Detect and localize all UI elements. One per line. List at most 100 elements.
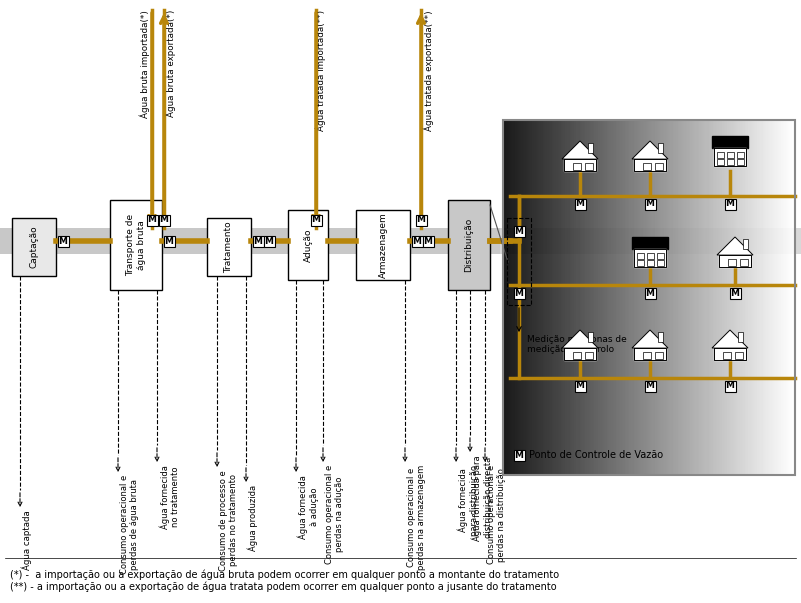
Bar xyxy=(740,259,748,266)
Text: M: M xyxy=(58,236,67,245)
Text: Ponto de Controle de Vazão: Ponto de Controle de Vazão xyxy=(529,450,663,460)
Text: M: M xyxy=(646,288,654,297)
Text: Consumo operacional e
perdas de água bruta: Consumo operacional e perdas de água bru… xyxy=(120,475,139,574)
Bar xyxy=(500,228,801,254)
Text: Tratamento: Tratamento xyxy=(224,221,234,273)
Bar xyxy=(503,120,795,475)
Polygon shape xyxy=(564,348,596,360)
Polygon shape xyxy=(632,330,668,348)
Text: M: M xyxy=(514,227,524,236)
Text: M: M xyxy=(726,200,735,209)
Bar xyxy=(264,236,275,247)
Polygon shape xyxy=(719,255,751,267)
Polygon shape xyxy=(712,330,748,348)
Polygon shape xyxy=(564,159,596,171)
Text: M: M xyxy=(147,215,156,224)
Bar xyxy=(645,198,655,209)
Bar xyxy=(727,152,734,158)
Bar xyxy=(588,143,593,153)
Bar xyxy=(288,210,328,280)
Bar xyxy=(643,352,651,359)
Text: Consumo de processo e
perdas no tratamento: Consumo de processo e perdas no tratamen… xyxy=(219,470,239,571)
Bar xyxy=(736,159,743,165)
Text: Captação: Captação xyxy=(30,226,38,268)
Bar xyxy=(743,239,748,249)
Text: (**) - a importação ou a exportação de água tratata podem ocorrer em qualquer po: (**) - a importação ou a exportação de á… xyxy=(10,582,557,593)
Bar xyxy=(646,260,654,266)
Bar xyxy=(163,236,175,247)
Bar xyxy=(655,163,663,170)
Text: M: M xyxy=(514,288,524,297)
Polygon shape xyxy=(634,348,666,360)
Bar xyxy=(574,198,586,209)
Text: M: M xyxy=(159,215,168,224)
Bar xyxy=(637,260,643,266)
Text: M: M xyxy=(646,200,654,209)
Bar xyxy=(573,352,581,359)
Bar xyxy=(159,215,170,226)
Bar xyxy=(416,215,426,226)
Text: M: M xyxy=(413,236,421,245)
Text: M: M xyxy=(575,382,585,391)
Text: Água fornecida para
distribuição directa: Água fornecida para distribuição directa xyxy=(472,455,493,541)
Text: M: M xyxy=(726,382,735,391)
Bar xyxy=(207,218,251,276)
Text: M: M xyxy=(417,215,425,224)
Bar xyxy=(717,159,723,165)
Bar xyxy=(736,152,743,158)
Text: Água fornecida
à adução: Água fornecida à adução xyxy=(298,475,319,539)
Bar xyxy=(645,380,655,391)
Polygon shape xyxy=(634,159,666,171)
Polygon shape xyxy=(712,136,748,148)
Bar xyxy=(422,236,433,247)
Text: M: M xyxy=(164,236,174,245)
Bar xyxy=(110,200,162,290)
Text: M: M xyxy=(575,200,585,209)
Text: M: M xyxy=(312,215,320,224)
Text: M: M xyxy=(731,288,739,297)
Text: Distribuição: Distribuição xyxy=(465,218,473,272)
Bar xyxy=(585,163,593,170)
Bar xyxy=(513,288,525,298)
Bar xyxy=(311,215,321,226)
Bar xyxy=(727,159,734,165)
Bar xyxy=(724,380,735,391)
Text: M: M xyxy=(253,236,263,245)
Bar xyxy=(717,152,723,158)
Bar xyxy=(513,226,525,236)
Polygon shape xyxy=(714,348,746,360)
Bar xyxy=(657,253,663,259)
Polygon shape xyxy=(717,237,753,255)
Text: Água bruta importada(*): Água bruta importada(*) xyxy=(139,10,150,118)
Bar xyxy=(645,288,655,298)
Bar xyxy=(58,236,69,247)
Bar xyxy=(637,253,643,259)
Bar xyxy=(657,260,663,266)
Bar xyxy=(585,352,593,359)
Polygon shape xyxy=(632,237,668,249)
Bar xyxy=(738,332,743,342)
Text: Consumo operacional e
perdas na distribuição: Consumo operacional e perdas na distribu… xyxy=(487,465,506,564)
Bar xyxy=(252,236,264,247)
Text: Água bruta exportada(*): Água bruta exportada(*) xyxy=(166,10,176,118)
Text: Adução: Adução xyxy=(304,229,312,262)
Bar xyxy=(0,228,500,254)
Text: Consumo operacional e
perdas na adução: Consumo operacional e perdas na adução xyxy=(325,465,344,564)
Polygon shape xyxy=(562,330,598,348)
Text: Água fornecida
para distribuição: Água fornecida para distribuição xyxy=(458,465,479,536)
Bar xyxy=(573,163,581,170)
Text: Água tratada importada(**): Água tratada importada(**) xyxy=(316,10,327,131)
Bar xyxy=(574,380,586,391)
Bar xyxy=(643,163,651,170)
Bar xyxy=(507,218,531,305)
Polygon shape xyxy=(714,148,746,166)
Text: Água produzida: Água produzida xyxy=(248,485,259,551)
Bar xyxy=(412,236,422,247)
Text: (*) -  a importação ou a exportação de água bruta podem ocorrer em qualquer pont: (*) - a importação ou a exportação de ág… xyxy=(10,570,559,581)
Bar xyxy=(646,253,654,259)
Bar xyxy=(588,332,593,342)
Text: Armazenagem: Armazenagem xyxy=(379,212,388,278)
Text: Consumo operacional e
perdas na armazenagem: Consumo operacional e perdas na armazena… xyxy=(407,465,426,570)
Bar xyxy=(735,352,743,359)
Text: M: M xyxy=(514,450,524,459)
